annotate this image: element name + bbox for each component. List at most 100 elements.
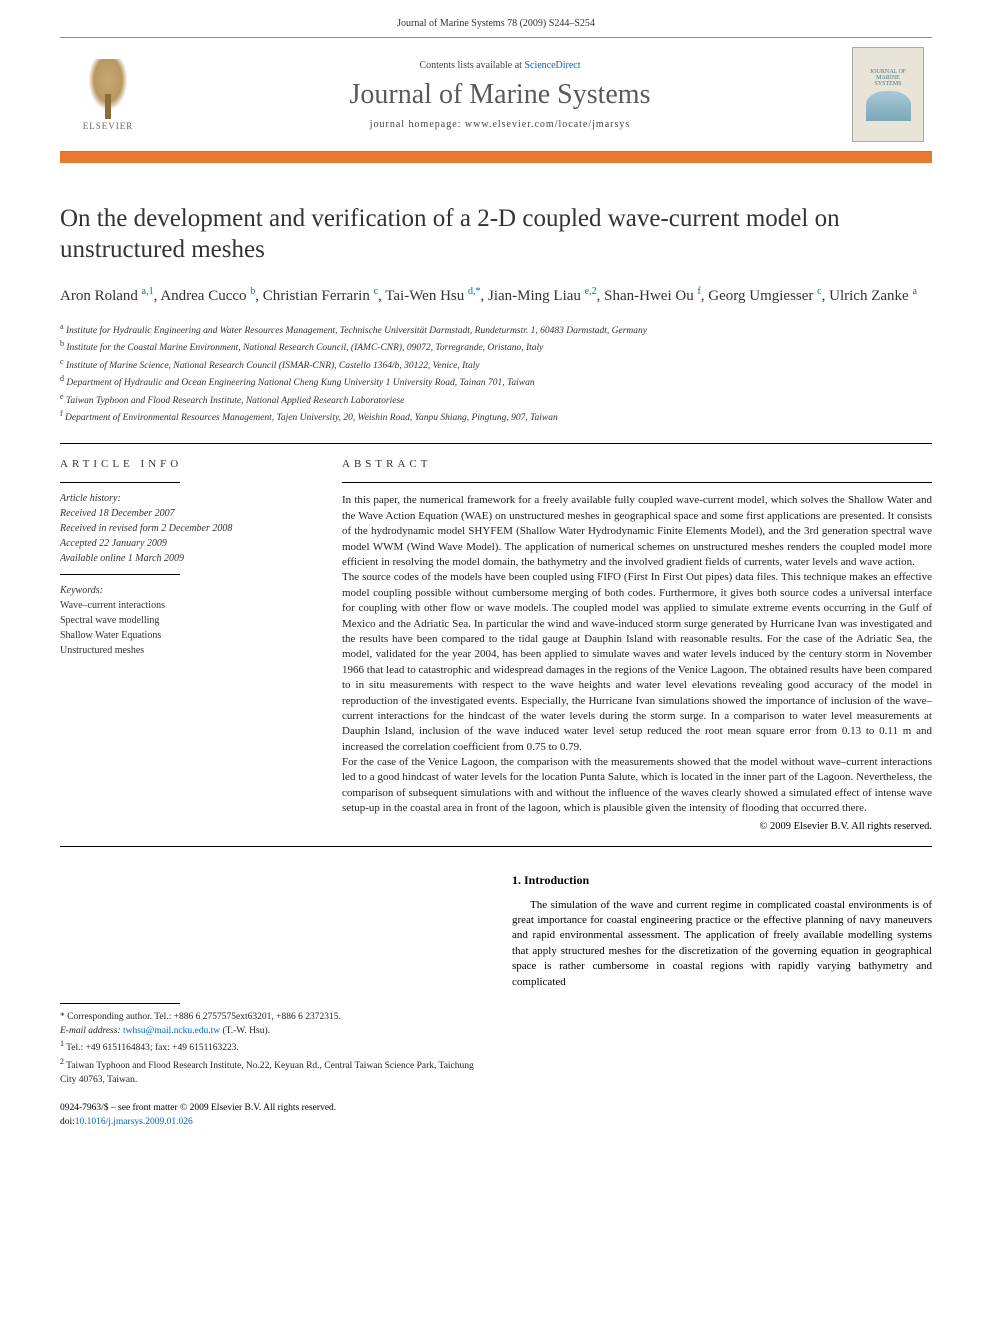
journal-title: Journal of Marine Systems [148, 79, 852, 111]
section-1-text: The simulation of the wave and current r… [512, 898, 932, 990]
corresponding-author-note: * Corresponding author. Tel.: +886 6 275… [60, 1010, 480, 1024]
article-content: On the development and verification of a… [0, 163, 992, 1160]
author: Andrea Cucco [160, 288, 246, 304]
email-paren: (T.-W. Hsu). [223, 1026, 271, 1036]
banner-center: Contents lists available at ScienceDirec… [148, 50, 852, 140]
affil-text: Institute for Hydraulic Engineering and … [66, 326, 647, 336]
history-received: Received 18 December 2007 [60, 506, 310, 521]
history-revised: Received in revised form 2 December 2008 [60, 521, 310, 536]
affiliation: d Department of Hydraulic and Ocean Engi… [60, 373, 932, 390]
sciencedirect-link[interactable]: ScienceDirect [524, 60, 580, 71]
elsevier-tree-icon [83, 59, 133, 119]
fn-text: Tel.: +49 6151164843; fax: +49 615116322… [66, 1043, 239, 1053]
journal-cover-thumbnail: JOURNAL OF MARINE SYSTEMS [852, 47, 924, 142]
affil-sup: e [60, 392, 64, 401]
keyword: Shallow Water Equations [60, 628, 310, 643]
doi-line: doi:10.1016/j.jmarsys.2009.01.026 [60, 1115, 480, 1129]
author-email-link[interactable]: twhsu@mail.ncku.edu.tw [123, 1026, 220, 1036]
body-columns: * Corresponding author. Tel.: +886 6 275… [60, 873, 932, 1130]
doi-prefix: doi: [60, 1117, 75, 1127]
footnote-rule [60, 1003, 180, 1004]
history-online: Available online 1 March 2009 [60, 551, 310, 566]
abstract-para: In this paper, the numerical framework f… [342, 493, 932, 570]
author-sup[interactable]: e,2 [585, 286, 597, 297]
author-sup[interactable]: c [817, 286, 821, 297]
running-head: Journal of Marine Systems 78 (2009) S244… [0, 0, 992, 37]
footnote-1: 1 Tel.: +49 6151164843; fax: +49 6151163… [60, 1038, 480, 1055]
author-sup[interactable]: b [250, 286, 255, 297]
divider [60, 443, 932, 444]
keywords-heading: Keywords: [60, 583, 310, 598]
body-left-column: * Corresponding author. Tel.: +886 6 275… [60, 873, 480, 1130]
affiliation-list: a Institute for Hydraulic Engineering an… [60, 321, 932, 425]
body-right-column: 1. Introduction The simulation of the wa… [512, 873, 932, 1130]
cover-wave-icon [866, 91, 911, 121]
journal-homepage: journal homepage: www.elsevier.com/locat… [148, 119, 852, 130]
affil-sup: f [60, 409, 63, 418]
keyword: Wave–current interactions [60, 598, 310, 613]
keyword: Unstructured meshes [60, 643, 310, 658]
affil-text: Department of Hydraulic and Ocean Engine… [66, 378, 534, 388]
affil-sup: a [60, 322, 64, 331]
fn-text: Taiwan Typhoon and Flood Research Instit… [60, 1061, 474, 1085]
short-divider [60, 574, 180, 575]
journal-banner: ELSEVIER Contents lists available at Sci… [60, 37, 932, 152]
contents-available-line: Contents lists available at ScienceDirec… [148, 60, 852, 71]
copyright-line: © 2009 Elsevier B.V. All rights reserved… [342, 821, 932, 832]
author-sup[interactable]: f [697, 286, 700, 297]
author-list: Aron Roland a,1, Andrea Cucco b, Christi… [60, 284, 932, 308]
keyword: Spectral wave modelling [60, 613, 310, 628]
abstract-label: abstract [342, 458, 932, 470]
history-accepted: Accepted 22 January 2009 [60, 536, 310, 551]
affil-sup: c [60, 357, 64, 366]
author: Georg Umgiesser [708, 288, 813, 304]
article-history: Article history: Received 18 December 20… [60, 491, 310, 566]
affil-sup: b [60, 339, 64, 348]
author-sup[interactable]: d,* [468, 286, 481, 297]
divider [60, 846, 932, 847]
cover-text-line3: SYSTEMS [874, 81, 901, 87]
author: Shan-Hwei Ou [604, 288, 694, 304]
author-sup[interactable]: a [912, 286, 916, 297]
affil-text: Taiwan Typhoon and Flood Research Instit… [66, 396, 404, 406]
author: Ulrich Zanke [829, 288, 909, 304]
fn-sup: 1 [60, 1039, 64, 1048]
doi-link[interactable]: 10.1016/j.jmarsys.2009.01.026 [75, 1117, 193, 1127]
email-line: E-mail address: twhsu@mail.ncku.edu.tw (… [60, 1024, 480, 1038]
affiliation: f Department of Environmental Resources … [60, 408, 932, 425]
author: Aron Roland [60, 288, 138, 304]
contents-prefix: Contents lists available at [419, 60, 524, 71]
elsevier-logo: ELSEVIER [68, 50, 148, 140]
front-matter: 0924-7963/$ – see front matter © 2009 El… [60, 1101, 480, 1130]
front-matter-line: 0924-7963/$ – see front matter © 2009 El… [60, 1101, 480, 1115]
author-sup[interactable]: a,1 [142, 286, 154, 297]
publisher-name: ELSEVIER [83, 121, 134, 131]
info-abstract-row: article info Article history: Received 1… [60, 458, 932, 831]
keywords-block: Keywords: Wave–current interactions Spec… [60, 583, 310, 658]
affiliation: c Institute of Marine Science, National … [60, 356, 932, 373]
footnote-2: 2 Taiwan Typhoon and Flood Research Inst… [60, 1056, 480, 1088]
author: Christian Ferrarin [263, 288, 370, 304]
abstract-column: abstract In this paper, the numerical fr… [342, 458, 932, 831]
divider [342, 482, 932, 483]
affil-text: Institute for the Coastal Marine Environ… [66, 344, 543, 354]
abstract-para: For the case of the Venice Lagoon, the c… [342, 755, 932, 817]
abstract-text: In this paper, the numerical framework f… [342, 493, 932, 816]
affiliation: a Institute for Hydraulic Engineering an… [60, 321, 932, 338]
affiliation: e Taiwan Typhoon and Flood Research Inst… [60, 391, 932, 408]
affil-sup: d [60, 374, 64, 383]
history-heading: Article history: [60, 491, 310, 506]
affil-text: Department of Environmental Resources Ma… [65, 413, 558, 423]
article-info-column: article info Article history: Received 1… [60, 458, 310, 831]
author: Jian-Ming Liau [488, 288, 581, 304]
footnotes: * Corresponding author. Tel.: +886 6 275… [60, 1010, 480, 1088]
section-1-heading: 1. Introduction [512, 873, 932, 888]
author: Tai-Wen Hsu [385, 288, 464, 304]
affil-text: Institute of Marine Science, National Re… [66, 361, 480, 371]
fn-sup: 2 [60, 1057, 64, 1066]
author-sup[interactable]: c [374, 286, 378, 297]
short-divider [60, 482, 180, 483]
article-info-label: article info [60, 458, 310, 470]
orange-divider-bar [60, 152, 932, 163]
affiliation: b Institute for the Coastal Marine Envir… [60, 338, 932, 355]
